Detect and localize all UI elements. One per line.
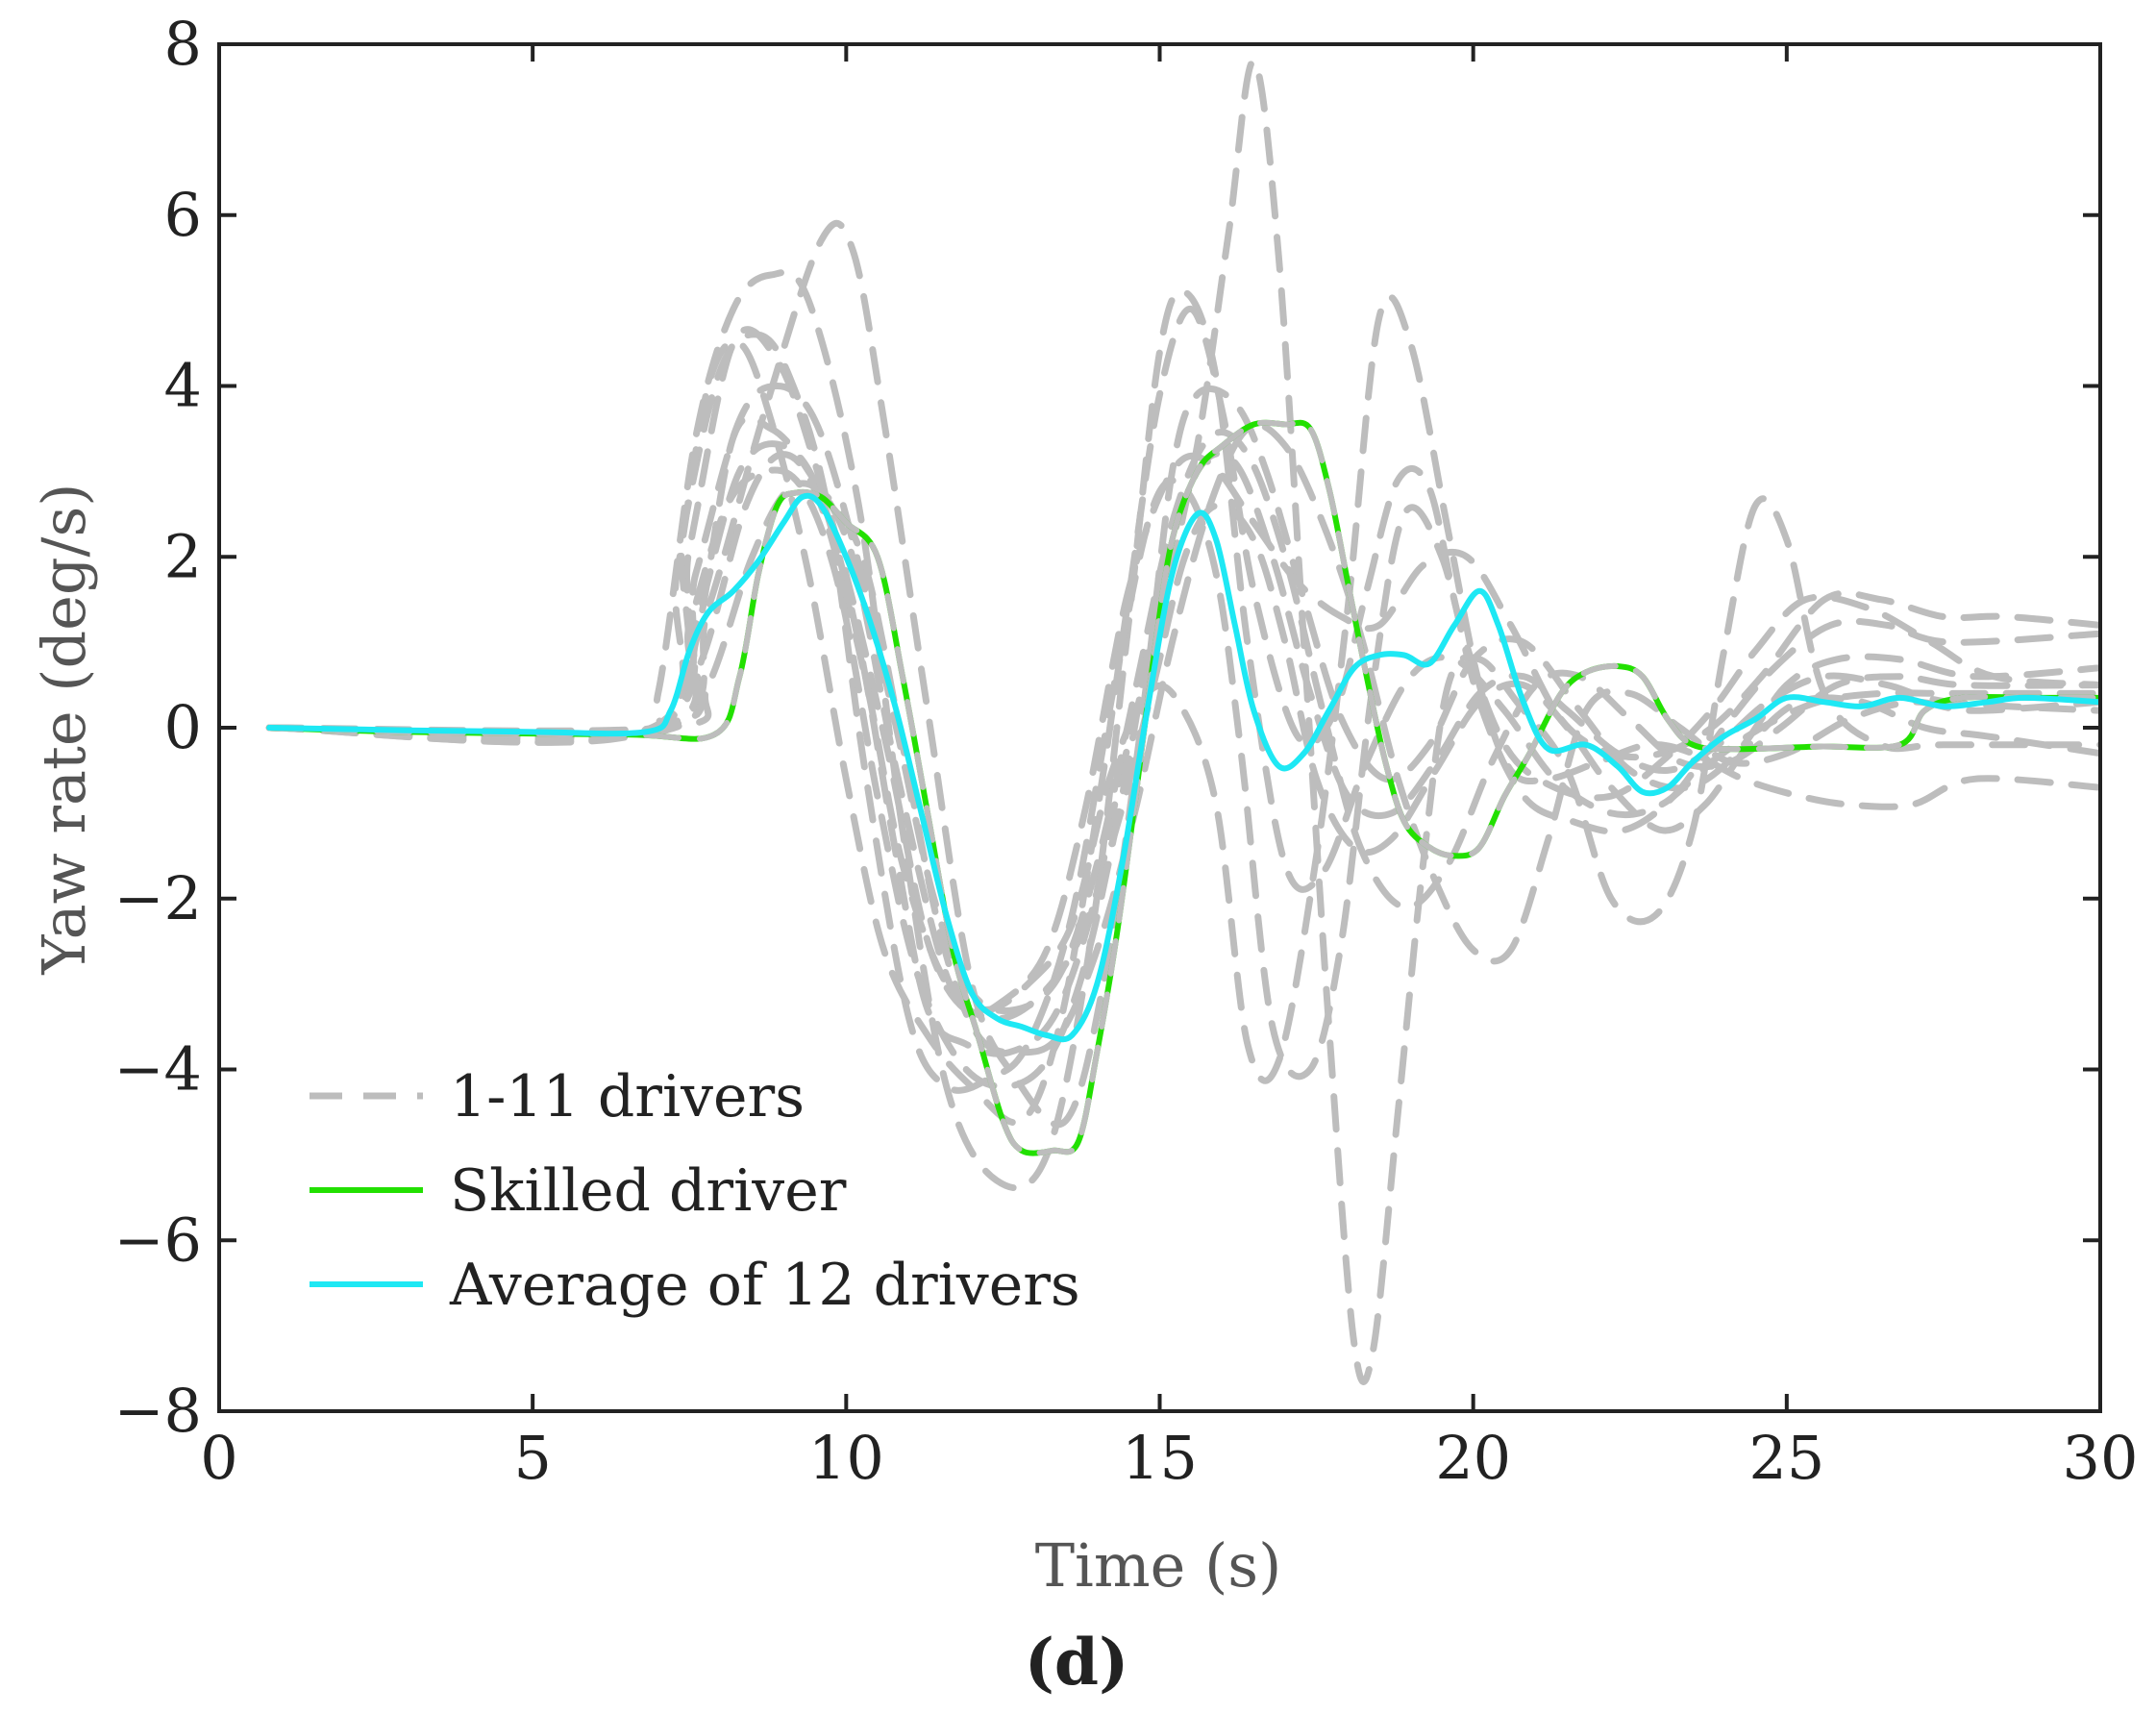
y-tick-label: −4 <box>114 1034 202 1105</box>
driver-9-line <box>265 451 2100 1023</box>
x-tick-label: 30 <box>2063 1423 2139 1493</box>
y-tick-label: −8 <box>114 1376 202 1446</box>
y-tick-label: 2 <box>164 521 202 591</box>
x-tick-label: 0 <box>200 1423 237 1493</box>
driver-1-line <box>265 268 2100 1192</box>
y-tick-label: 8 <box>164 9 202 79</box>
legend-label: Average of 12 drivers <box>449 1252 1080 1319</box>
y-axis-title: Yaw rate (deg/s) <box>29 484 99 976</box>
y-tick-label: 4 <box>164 351 202 421</box>
driver-11-line <box>265 450 2100 1090</box>
skilled-driver-dash-overlay <box>266 419 2100 1156</box>
legend-label: 1-11 drivers <box>450 1063 805 1130</box>
x-axis-title: Time (s) <box>1035 1530 1282 1601</box>
y-tick-label: −6 <box>114 1205 202 1275</box>
y-tick-label: 0 <box>164 692 202 762</box>
average-line <box>266 492 2100 1043</box>
legend-label: Skilled driver <box>450 1157 847 1225</box>
x-tick-label: 10 <box>808 1423 884 1493</box>
axes-layer: 0 5 10 15 20 25 30 −8 −6 −4 −2 0 2 4 6 8 <box>114 9 2139 1493</box>
x-tick-label: 5 <box>513 1423 551 1493</box>
x-tick-label: 20 <box>1435 1423 1511 1493</box>
panel-label: (d) <box>1025 1625 1129 1700</box>
driver-10-line <box>265 383 2100 1014</box>
series-layer <box>265 58 2100 1385</box>
y-tick-label: −2 <box>114 863 202 933</box>
driver-5-line <box>265 331 2100 1094</box>
x-tick-label: 25 <box>1748 1423 1824 1493</box>
legend: 1-11 drivers Skilled driver Average of 12 … <box>310 1063 1080 1319</box>
driver-6-line <box>265 306 2100 1127</box>
x-tick-label: 15 <box>1122 1423 1198 1493</box>
y-tick-label: 6 <box>164 180 202 250</box>
